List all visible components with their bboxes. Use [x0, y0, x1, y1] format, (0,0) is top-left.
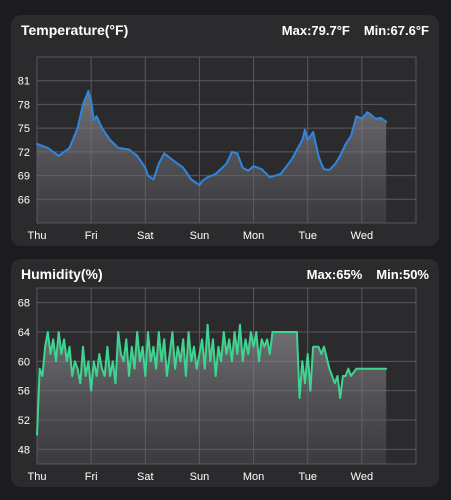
humidity-y-tick-label: 68 [18, 298, 30, 310]
humidity-x-tick-label: Fri [85, 471, 98, 483]
humidity-x-tick-label: Wed [351, 471, 373, 483]
humidity-x-tick-label: Sat [137, 471, 154, 483]
humidity-y-tick-label: 56 [18, 386, 30, 398]
temperature-y-tick-label: 66 [18, 194, 30, 206]
temperature-card: Temperature(°F) Max:79.7°F Min:67.6°F 66 6… [11, 15, 439, 246]
humidity-x-tick-label: Mon [243, 471, 264, 483]
temperature-x-tick-label: Mon [243, 230, 264, 242]
temperature-title: Temperature(°F) [21, 22, 129, 38]
humidity-y-tick-label: 48 [18, 444, 30, 456]
temperature-x-tick-label: Thu [28, 230, 47, 242]
humidity-min: Min:50% [376, 267, 429, 282]
temperature-x-tick-label: Fri [85, 230, 98, 242]
temperature-x-tick-label: Tue [298, 230, 317, 242]
humidity-y-tick-label: 64 [18, 327, 30, 339]
temperature-min: Min:67.6°F [363, 23, 429, 38]
humidity-max: Max:65% [306, 267, 363, 282]
humidity-y-tick-label: 52 [18, 415, 30, 427]
temperature-x-tick-label: Wed [351, 230, 373, 242]
temperature-x-tick-label: Sun [190, 230, 210, 242]
temperature-x-tick-label: Sat [137, 230, 154, 242]
temperature-max: Max:79.7°F [281, 23, 350, 38]
humidity-series-line [36, 323, 388, 436]
humidity-title: Humidity(%) [21, 266, 103, 282]
humidity-x-tick-label: Thu [28, 471, 47, 483]
temperature-area-fill [37, 91, 387, 223]
temperature-y-tick-label: 75 [18, 123, 30, 135]
temperature-stats: Max:79.7°F Min:67.6°F [282, 23, 429, 38]
humidity-card: Humidity(%) Max:65% Min:50% 48 52 56 60 64 68 T… [11, 259, 439, 487]
humidity-chart: 48 52 56 60 64 68 Thu Fri Sat Sun Mon Tue Wed [18, 287, 417, 483]
temperature-y-tick-label: 81 [18, 76, 30, 88]
temperature-chart: 66 69 72 75 78 81 Thu Fri Sat Sun Mon Tue Wed [18, 56, 417, 242]
temperature-y-tick-label: 69 [18, 171, 30, 183]
temperature-y-tick-label: 78 [18, 99, 30, 111]
humidity-x-tick-label: Tue [298, 471, 317, 483]
humidity-stats: Max:65% Min:50% [307, 267, 429, 282]
humidity-x-tick-label: Sun [190, 471, 210, 483]
temperature-y-tick-label: 72 [18, 147, 30, 159]
temperature-series-line [36, 90, 388, 187]
humidity-y-tick-label: 60 [18, 356, 30, 368]
